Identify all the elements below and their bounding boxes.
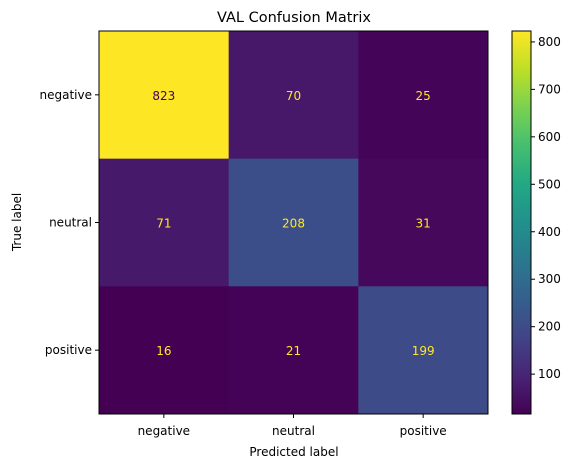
x-axis-label: Predicted label [249, 445, 338, 459]
y-axis-label: True label [10, 193, 24, 252]
colorbar-ticks: 100 200 300 400 500 600 700 800 [531, 35, 561, 381]
x-axis-ticks: negative neutral positive [138, 414, 447, 438]
x-tick-label: positive [400, 424, 447, 438]
colorbar-tick-label: 600 [538, 130, 561, 144]
heatmap-cell [228, 286, 359, 415]
colorbar-tick-label: 300 [538, 272, 561, 286]
colorbar-tick-label: 400 [538, 225, 561, 239]
cell-value-label: 70 [286, 89, 301, 103]
colorbar-tick-label: 700 [538, 82, 561, 96]
chart-title: VAL Confusion Matrix [217, 10, 371, 26]
y-axis-ticks: negative neutral positive [40, 88, 99, 357]
colorbar-tick-label: 800 [538, 35, 561, 49]
x-tick-label: negative [138, 424, 190, 438]
heatmap-cell [358, 286, 489, 415]
colorbar-tick-label: 500 [538, 177, 561, 191]
y-tick-label: neutral [49, 216, 92, 230]
colorbar-tick-label: 100 [538, 367, 561, 381]
x-tick-label: neutral [272, 424, 315, 438]
heatmap-cell [228, 158, 359, 287]
heatmap-cell [358, 158, 489, 287]
cell-value-labels: 823 70 25 71 208 31 16 21 199 [152, 89, 434, 358]
heatmap-cell [99, 158, 230, 287]
cell-value-label: 16 [156, 344, 171, 358]
cell-value-label: 25 [416, 89, 431, 103]
cell-value-label: 21 [286, 344, 301, 358]
cell-value-label: 208 [282, 217, 305, 231]
y-tick-label: positive [45, 343, 92, 357]
heatmap-cell [358, 31, 489, 160]
heatmap-cell [99, 31, 230, 160]
cell-value-label: 823 [152, 89, 175, 103]
heatmap-cells [99, 31, 489, 415]
heatmap-cell [228, 31, 359, 160]
cell-value-label: 199 [412, 344, 435, 358]
heatmap-cell [99, 286, 230, 415]
colorbar [511, 30, 532, 415]
colorbar-tick-label: 200 [538, 320, 561, 334]
cell-value-label: 71 [156, 217, 171, 231]
y-tick-label: negative [40, 88, 92, 102]
cell-value-label: 31 [416, 217, 431, 231]
